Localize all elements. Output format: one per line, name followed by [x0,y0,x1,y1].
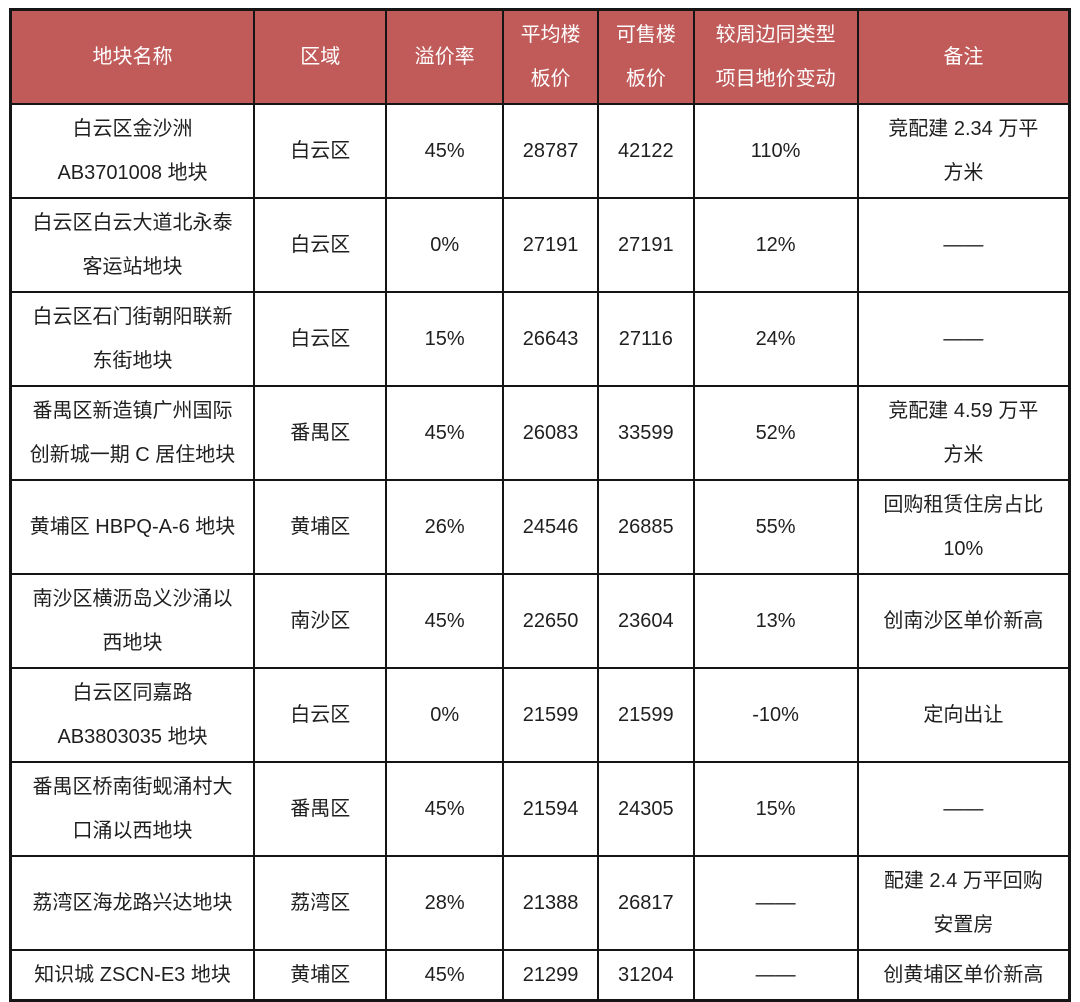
cell-name: 白云区同嘉路 AB3803035 地块 [9,667,256,763]
cell-sellable_price: 27191 [597,197,695,293]
cell-change: —— [692,855,859,951]
table-row: 南沙区横沥岛义沙涌以 西地块 南沙区 45% 22650 23604 13% 创南沙区单价新… [9,573,1071,669]
table-row: 白云区石门街朝阳联新 东街地块 白云区 15% 26643 27116 24% —— [9,291,1071,387]
table-row: 白云区同嘉路 AB3803035 地块 白云区 0% 21599 21599 -10% 定向… [9,667,1071,763]
table-row: 白云区白云大道北永泰 客运站地块 白云区 0% 27191 27191 12% —— [9,197,1071,293]
cell-district: 黄埔区 [253,479,388,575]
cell-premium: 26% [385,479,504,575]
cell-premium: 15% [385,291,504,387]
table-header: 地块名称 区域 溢价率 平均楼 板价 可售楼 板价 较周边同类型 项目地价变动 备注 [9,8,1071,105]
cell-change: 15% [692,761,859,857]
cell-sellable_price: 26817 [597,855,695,951]
column-header-name: 地块名称 [9,8,256,105]
cell-sellable_price: 33599 [597,385,695,481]
cell-premium: 45% [385,949,504,1002]
column-header-sellable_price: 可售楼 板价 [597,8,695,105]
cell-change: 55% [692,479,859,575]
cell-premium: 45% [385,761,504,857]
cell-name: 黄埔区 HBPQ-A-6 地块 [9,479,256,575]
table-row: 黄埔区 HBPQ-A-6 地块 黄埔区 26% 24546 26885 55% 回购租赁住房… [9,479,1071,575]
cell-premium: 45% [385,385,504,481]
cell-name: 白云区白云大道北永泰 客运站地块 [9,197,256,293]
cell-avg_price: 21299 [501,949,600,1002]
cell-sellable_price: 24305 [597,761,695,857]
cell-remark: 创南沙区单价新高 [856,573,1071,669]
cell-premium: 45% [385,573,504,669]
cell-district: 荔湾区 [253,855,388,951]
cell-change: 24% [692,291,859,387]
cell-avg_price: 26083 [501,385,600,481]
cell-name: 番禺区新造镇广州国际 创新城一期 C 居住地块 [9,385,256,481]
cell-remark: 配建 2.4 万平回购 安置房 [856,855,1071,951]
cell-sellable_price: 23604 [597,573,695,669]
cell-district: 白云区 [253,103,388,199]
cell-change: 13% [692,573,859,669]
cell-avg_price: 21594 [501,761,600,857]
table-row: 知识城 ZSCN-E3 地块 黄埔区 45% 21299 31204 —— 创黄埔区单价新高 [9,949,1071,1002]
cell-avg_price: 24546 [501,479,600,575]
cell-remark: 定向出让 [856,667,1071,763]
cell-name: 番禺区桥南街蚬涌村大 口涌以西地块 [9,761,256,857]
cell-district: 黄埔区 [253,949,388,1002]
cell-change: 52% [692,385,859,481]
cell-avg_price: 27191 [501,197,600,293]
table-row: 白云区金沙洲 AB3701008 地块 白云区 45% 28787 42122 110% 竞… [9,103,1071,199]
table-header-row: 地块名称 区域 溢价率 平均楼 板价 可售楼 板价 较周边同类型 项目地价变动 备注 [9,8,1071,105]
column-header-avg_price: 平均楼 板价 [501,8,600,105]
cell-premium: 0% [385,667,504,763]
cell-remark: —— [856,197,1071,293]
table-body: 白云区金沙洲 AB3701008 地块 白云区 45% 28787 42122 110% 竞… [9,103,1071,1002]
cell-remark: 回购租赁住房占比 10% [856,479,1071,575]
cell-district: 南沙区 [253,573,388,669]
cell-name: 白云区金沙洲 AB3701008 地块 [9,103,256,199]
table-row: 番禺区新造镇广州国际 创新城一期 C 居住地块 番禺区 45% 26083 33599 5… [9,385,1071,481]
cell-avg_price: 21599 [501,667,600,763]
cell-premium: 45% [385,103,504,199]
column-header-remark: 备注 [856,8,1071,105]
cell-change: 12% [692,197,859,293]
cell-change: 110% [692,103,859,199]
cell-district: 白云区 [253,667,388,763]
cell-avg_price: 21388 [501,855,600,951]
cell-premium: 28% [385,855,504,951]
cell-premium: 0% [385,197,504,293]
cell-sellable_price: 27116 [597,291,695,387]
cell-sellable_price: 42122 [597,103,695,199]
cell-remark: 创黄埔区单价新高 [856,949,1071,1002]
cell-remark: 竞配建 4.59 万平 方米 [856,385,1071,481]
cell-avg_price: 22650 [501,573,600,669]
table-row: 荔湾区海龙路兴达地块 荔湾区 28% 21388 26817 —— 配建 2.4 万平回购 … [9,855,1071,951]
column-header-change: 较周边同类型 项目地价变动 [692,8,859,105]
cell-change: -10% [692,667,859,763]
cell-change: —— [692,949,859,1002]
cell-name: 南沙区横沥岛义沙涌以 西地块 [9,573,256,669]
cell-avg_price: 28787 [501,103,600,199]
cell-remark: —— [856,291,1071,387]
cell-district: 番禺区 [253,385,388,481]
cell-district: 番禺区 [253,761,388,857]
cell-sellable_price: 31204 [597,949,695,1002]
column-header-district: 区域 [253,8,388,105]
cell-name: 荔湾区海龙路兴达地块 [9,855,256,951]
cell-sellable_price: 26885 [597,479,695,575]
table-row: 番禺区桥南街蚬涌村大 口涌以西地块 番禺区 45% 21594 24305 15% —— [9,761,1071,857]
cell-remark: 竞配建 2.34 万平 方米 [856,103,1071,199]
column-header-premium: 溢价率 [385,8,504,105]
cell-name: 知识城 ZSCN-E3 地块 [9,949,256,1002]
page: 地块名称 区域 溢价率 平均楼 板价 可售楼 板价 较周边同类型 项目地价变动 备注 白云区… [9,8,1071,1002]
cell-district: 白云区 [253,197,388,293]
cell-sellable_price: 21599 [597,667,695,763]
land-parcel-table: 地块名称 区域 溢价率 平均楼 板价 可售楼 板价 较周边同类型 项目地价变动 备注 白云区… [9,8,1071,1002]
cell-remark: —— [856,761,1071,857]
cell-district: 白云区 [253,291,388,387]
cell-avg_price: 26643 [501,291,600,387]
cell-name: 白云区石门街朝阳联新 东街地块 [9,291,256,387]
